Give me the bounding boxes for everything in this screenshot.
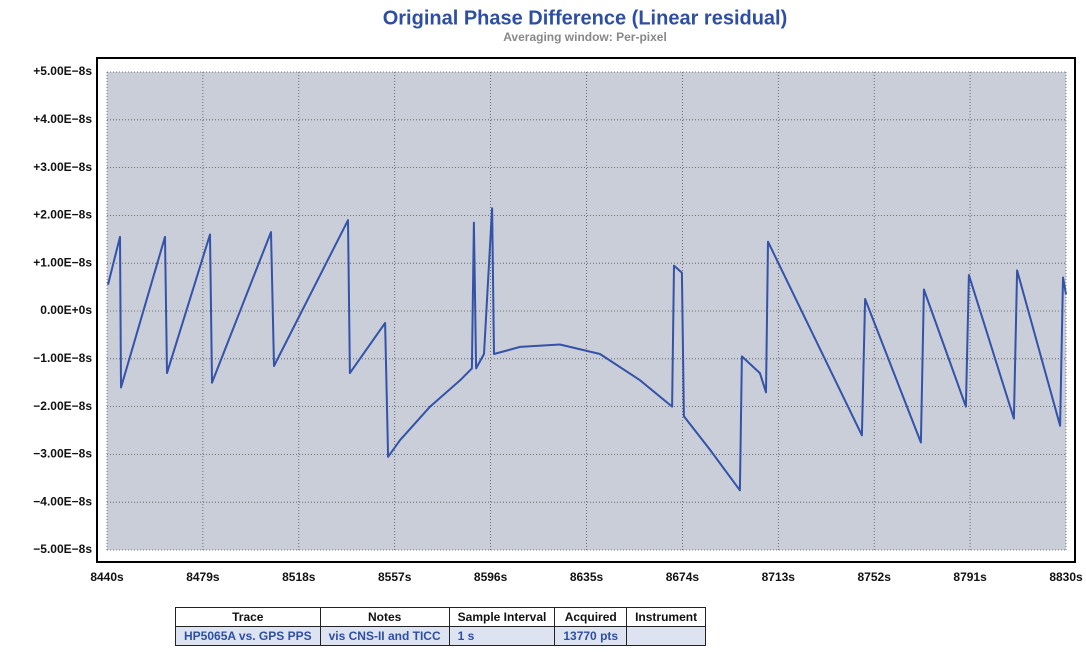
table-cell: HP5065A vs. GPS PPS [175,626,321,646]
table-body: HP5065A vs. GPS PPS vis CNS-II and TICC 1 … [175,626,707,646]
x-tick-label: 8479s [186,570,220,584]
table-header: Trace Notes Sample Interval Acquired Instrum… [175,607,707,627]
y-tick-label: 0.00E+0s [40,303,92,317]
plot-area [107,72,1066,550]
column-header: Acquired [554,607,628,627]
chart-title: Original Phase Difference (Linear residu… [383,7,788,29]
y-tick-label: −3.00E−8s [33,447,92,461]
column-header: Trace [175,607,321,627]
table-cell [626,626,707,646]
x-tick-label: 8713s [762,570,796,584]
y-tick-label: +4.00E−8s [33,112,92,126]
y-tick-label: +1.00E−8s [33,255,92,269]
column-header: Notes [319,607,450,627]
y-tick-label: +3.00E−8s [33,160,92,174]
chart: Original Phase Difference (Linear residu… [33,7,1083,584]
data-line [107,207,1067,492]
y-tick-label: −2.00E−8s [33,399,92,413]
x-tick-label: 8518s [282,570,316,584]
x-tick-label: 8440s [90,570,124,584]
table-row: HP5065A vs. GPS PPS vis CNS-II and TICC 1 … [175,626,707,646]
column-header: Sample Interval [448,607,556,627]
x-tick-label: 8557s [378,570,412,584]
table-cell: vis CNS-II and TICC [319,626,450,646]
x-tick-label: 8791s [953,570,987,584]
x-tick-label: 8635s [570,570,604,584]
y-tick-label: +5.00E−8s [33,64,92,78]
y-tick-label: −4.00E−8s [33,494,92,508]
table-cell: 1 s [448,626,556,646]
chart-subtitle: Averaging window: Per-pixel [503,30,667,44]
x-tick-label: 8674s [666,570,700,584]
y-tick-label: −5.00E−8s [33,542,92,556]
table-cell: 13770 pts [554,626,628,646]
y-tick-label: −1.00E−8s [33,351,92,365]
y-tick-label: +2.00E−8s [33,208,92,222]
x-tick-label: 8596s [474,570,508,584]
x-tick-label: 8752s [858,570,892,584]
x-tick-label: 8830s [1049,570,1083,584]
trace-table: Trace Notes Sample Interval Acquired Instrum… [175,607,707,646]
column-header: Instrument [626,607,707,627]
